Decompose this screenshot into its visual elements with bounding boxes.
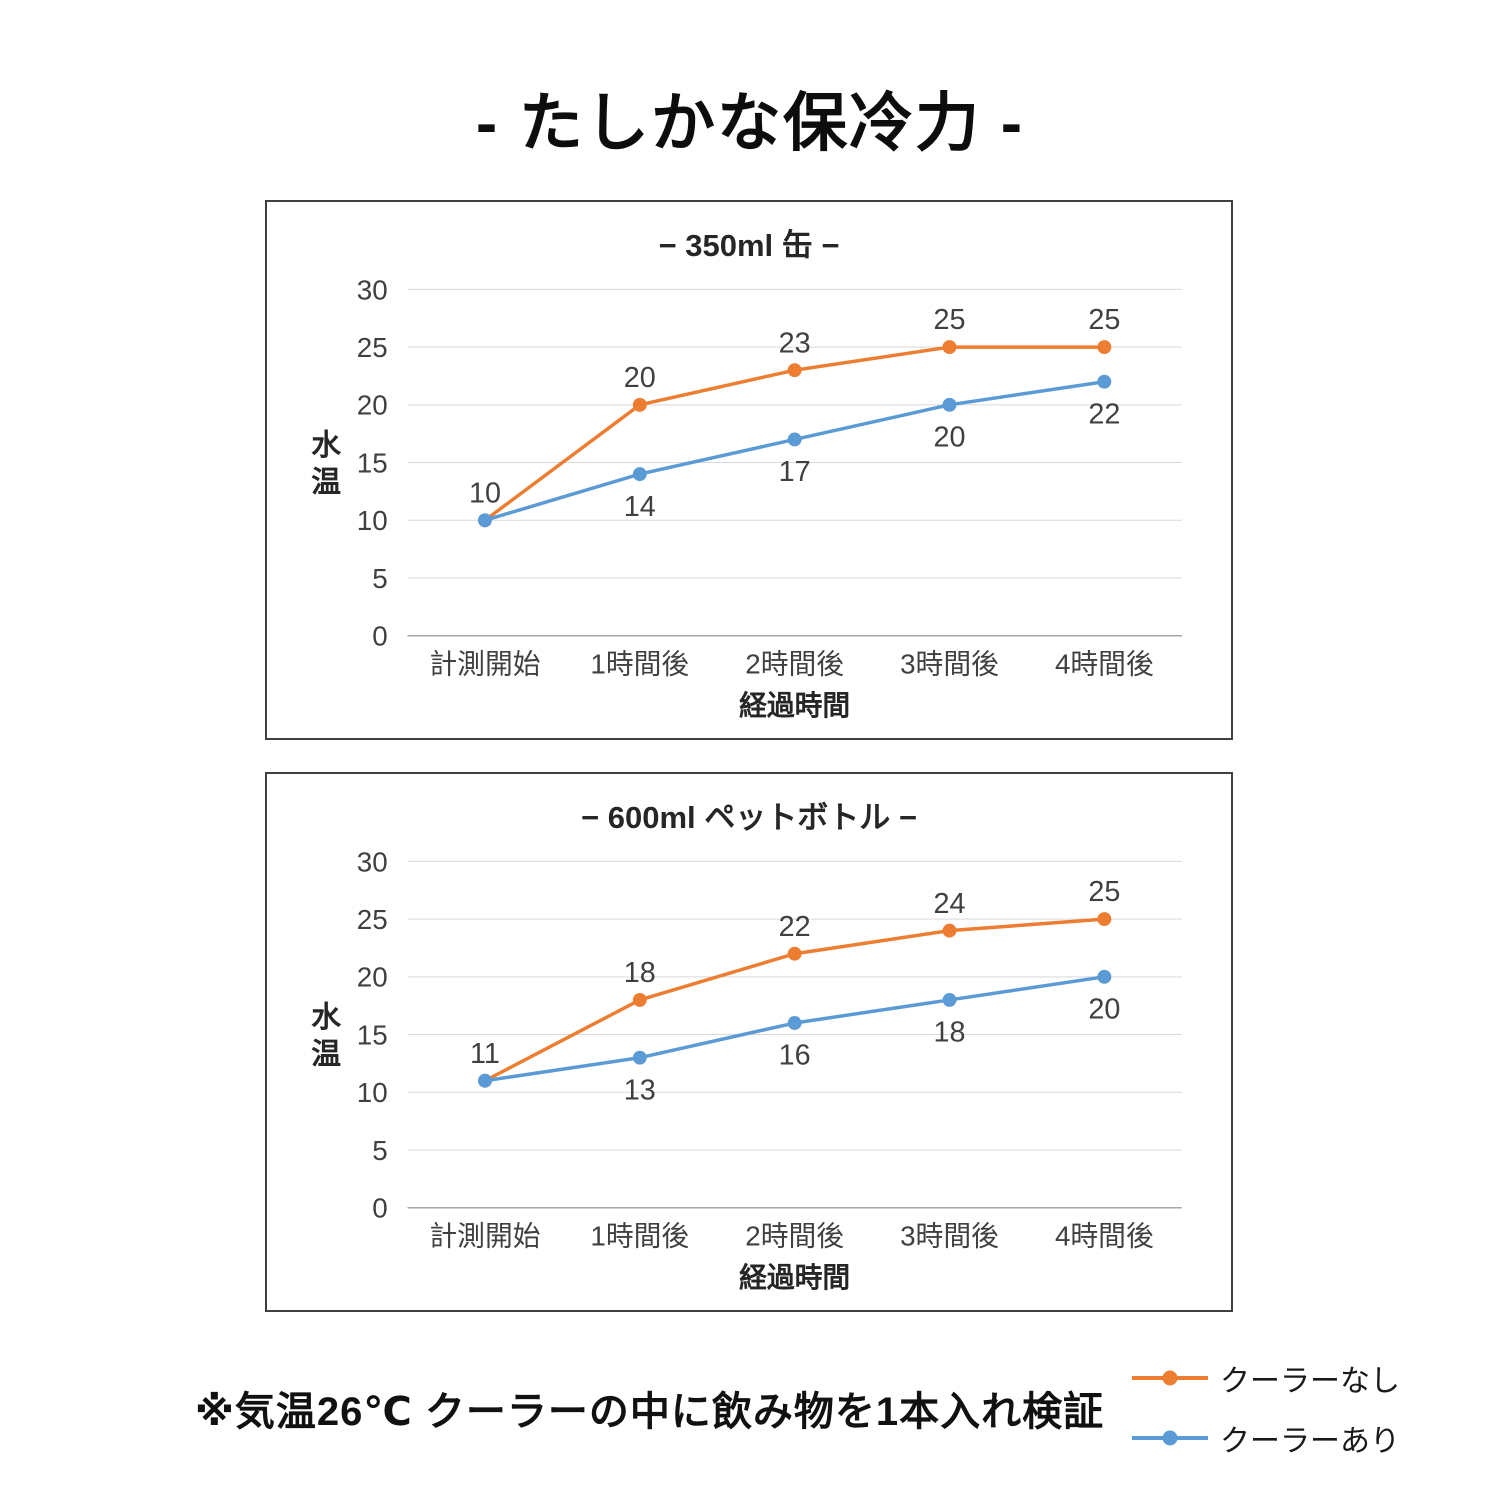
- svg-text:4時間後: 4時間後: [1055, 648, 1154, 679]
- svg-text:14: 14: [624, 491, 656, 523]
- svg-text:30: 30: [357, 846, 388, 877]
- svg-text:経過時間: 経過時間: [739, 690, 850, 721]
- svg-text:20: 20: [1088, 994, 1120, 1026]
- svg-text:20: 20: [624, 362, 656, 394]
- svg-text:18: 18: [624, 957, 656, 989]
- chart-title-600ml: − 600ml ペットボトル −: [581, 800, 917, 835]
- legend-item: クーラーあり: [1130, 1416, 1400, 1460]
- svg-text:3時間後: 3時間後: [900, 1220, 999, 1251]
- svg-text:22: 22: [1088, 398, 1120, 430]
- legend-label: クーラーなし: [1220, 1365, 1400, 1398]
- page-title: - たしかな保冷力 -: [475, 87, 1025, 159]
- svg-text:20: 20: [357, 962, 388, 993]
- svg-text:10: 10: [357, 505, 388, 536]
- svg-text:4時間後: 4時間後: [1055, 1220, 1154, 1251]
- legend-line-marker-icon: [1132, 1370, 1208, 1386]
- svg-text:15: 15: [357, 447, 388, 478]
- svg-text:16: 16: [779, 1040, 811, 1072]
- svg-text:3時間後: 3時間後: [900, 648, 999, 679]
- svg-text:25: 25: [934, 304, 966, 336]
- footer: ※気温26℃ クーラーの中に飲み物を1本入れ検証 クーラーなし クーラーあり: [0, 1348, 1500, 1468]
- svg-text:1時間後: 1時間後: [590, 648, 689, 679]
- svg-text:18: 18: [934, 1017, 966, 1049]
- svg-text:24: 24: [934, 888, 966, 920]
- svg-text:0: 0: [372, 1193, 387, 1224]
- svg-text:13: 13: [624, 1074, 656, 1106]
- svg-text:25: 25: [357, 332, 388, 363]
- svg-text:20: 20: [357, 390, 388, 421]
- legend: クーラーなし クーラーあり: [1130, 1356, 1400, 1460]
- svg-text:25: 25: [1088, 876, 1120, 908]
- svg-text:22: 22: [779, 911, 811, 943]
- svg-text:1時間後: 1時間後: [590, 1220, 689, 1251]
- svg-text:2時間後: 2時間後: [745, 648, 844, 679]
- svg-text:30: 30: [357, 274, 388, 305]
- svg-text:温: 温: [311, 1038, 341, 1071]
- svg-text:25: 25: [1088, 304, 1120, 336]
- svg-text:計測開始: 計測開始: [429, 648, 540, 679]
- line-chart-350ml: 0 5 10 15 20 25 30 計測開始 1時間後 2時間後 3時間後 4時間後経過時間 水温 10…: [267, 202, 1231, 738]
- svg-text:温: 温: [311, 466, 341, 499]
- legend-item: クーラーなし: [1130, 1356, 1400, 1400]
- svg-text:0: 0: [372, 621, 387, 652]
- line-chart-600ml: 0 5 10 15 20 25 30 計測開始 1時間後 2時間後 3時間後 4時間後経過時間 水温 11…: [267, 774, 1231, 1310]
- svg-text:2時間後: 2時間後: [745, 1220, 844, 1251]
- svg-text:10: 10: [357, 1077, 388, 1108]
- chart-box-600ml: 0 5 10 15 20 25 30 計測開始 1時間後 2時間後 3時間後 4時間後経過時間 水温 11…: [265, 772, 1233, 1312]
- svg-text:10: 10: [469, 477, 501, 509]
- svg-text:15: 15: [357, 1019, 388, 1050]
- legend-line-marker-icon: [1132, 1430, 1208, 1446]
- svg-text:水: 水: [311, 1001, 341, 1034]
- svg-text:20: 20: [934, 422, 966, 454]
- svg-text:経過時間: 経過時間: [739, 1262, 850, 1293]
- footnote: ※気温26℃ クーラーの中に飲み物を1本入れ検証: [195, 1390, 1105, 1434]
- svg-text:17: 17: [779, 456, 811, 488]
- svg-text:5: 5: [372, 1135, 387, 1166]
- legend-label: クーラーあり: [1220, 1425, 1400, 1458]
- chart-box-350ml: 0 5 10 15 20 25 30 計測開始 1時間後 2時間後 3時間後 4時間後経過時間 水温 10…: [265, 200, 1233, 740]
- svg-text:23: 23: [779, 327, 811, 359]
- svg-text:計測開始: 計測開始: [429, 1220, 540, 1251]
- chart-title-350ml: − 350ml 缶 −: [658, 228, 840, 263]
- svg-text:5: 5: [372, 563, 387, 594]
- svg-text:25: 25: [357, 904, 388, 935]
- svg-text:11: 11: [470, 1038, 500, 1070]
- svg-text:水: 水: [311, 429, 341, 462]
